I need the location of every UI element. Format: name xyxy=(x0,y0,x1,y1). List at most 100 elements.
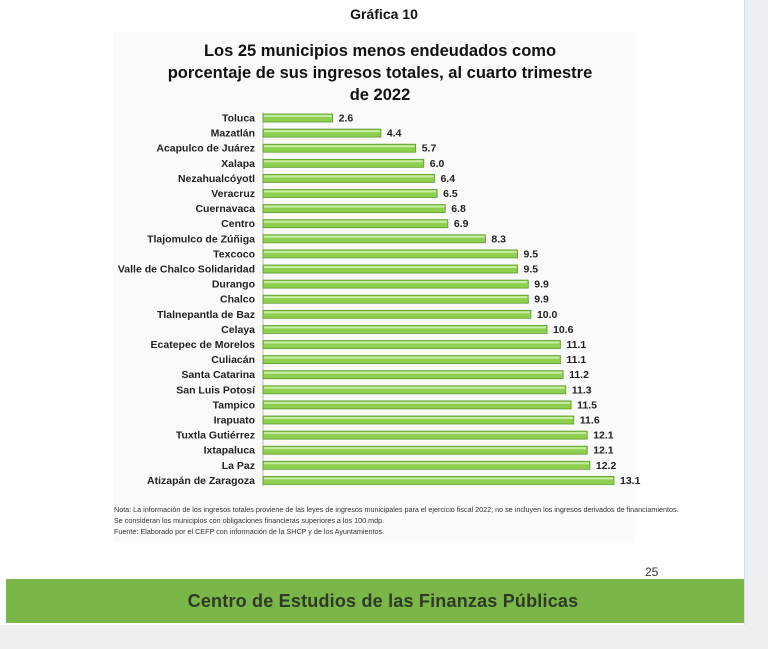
data-label: 12.1 xyxy=(593,430,614,442)
bar-highlight xyxy=(264,266,517,268)
bar xyxy=(262,355,561,365)
bar-highlight xyxy=(264,311,530,314)
bar-highlight xyxy=(264,401,571,404)
bar xyxy=(262,385,567,395)
data-label: 5.7 xyxy=(422,143,437,155)
data-label: 11.5 xyxy=(577,399,597,411)
bar-highlight xyxy=(264,281,528,284)
bar-chart: Toluca 2.6 Mazatlán 4.4 Acapulco de Juárez 5.… xyxy=(118,112,641,487)
source-line: Fuente: Elaborado por el CEFP con inform… xyxy=(114,527,385,536)
bar xyxy=(262,445,588,455)
data-label: 6.5 xyxy=(443,188,458,200)
data-label: 4.4 xyxy=(387,128,402,140)
bar xyxy=(262,158,425,168)
bar xyxy=(262,294,529,304)
category-label: Celaya xyxy=(221,324,255,336)
data-label: 11.1 xyxy=(566,354,586,366)
bar-highlight xyxy=(264,235,485,238)
bar-highlight xyxy=(264,477,613,480)
category-label: Centro xyxy=(221,218,255,230)
bar-highlight xyxy=(264,175,434,178)
chart-title-line-3: de 2022 xyxy=(349,86,411,104)
bar xyxy=(262,234,486,244)
category-label: Acapulco de Juárez xyxy=(156,143,255,155)
note-line: Nota: La información de los ingresos tot… xyxy=(114,505,679,514)
category-label: Durango xyxy=(212,279,255,291)
bar xyxy=(262,415,575,425)
bar-highlight xyxy=(264,326,547,329)
bar-highlight xyxy=(264,145,415,148)
data-label: 11.6 xyxy=(580,415,600,427)
data-label: 6.4 xyxy=(440,173,455,185)
bar xyxy=(262,143,417,153)
data-label: 10.6 xyxy=(553,324,574,336)
data-label: 6.0 xyxy=(430,158,445,170)
category-label: Irapuato xyxy=(214,415,255,427)
bar xyxy=(262,279,529,289)
category-label: Tuxtla Gutiérrez xyxy=(176,430,255,442)
category-label: Texcoco xyxy=(213,248,255,260)
footer-band: Centro de Estudios de las Finanzas Públi… xyxy=(6,579,760,623)
data-label: 12.1 xyxy=(593,445,614,457)
bar-highlight xyxy=(264,417,573,419)
category-label: Chalco xyxy=(220,294,255,306)
bar-highlight xyxy=(264,160,423,163)
bar-highlight xyxy=(264,220,447,223)
bar-highlight xyxy=(264,447,587,450)
data-label: 9.5 xyxy=(524,264,539,276)
bar-highlight xyxy=(264,356,560,359)
bar-highlight xyxy=(264,386,565,389)
bar xyxy=(262,475,615,485)
data-label: 9.9 xyxy=(534,279,549,291)
bar xyxy=(262,219,449,229)
chart-title-line-2: porcentaje de sus ingresos totales, al c… xyxy=(167,64,593,82)
category-label: La Paz xyxy=(222,460,255,472)
bar-highlight xyxy=(264,432,587,435)
category-label: Tlalnepantla de Baz xyxy=(157,309,255,321)
bar xyxy=(262,370,564,380)
bar xyxy=(262,113,334,123)
category-label: Santa Catarina xyxy=(181,369,255,381)
figure-label: Gráfica 10 xyxy=(350,6,418,22)
category-label: Atizapán de Zaragoza xyxy=(147,475,255,487)
bar-highlight xyxy=(264,296,528,299)
data-label: 11.3 xyxy=(572,384,592,396)
bar xyxy=(262,128,382,138)
bar xyxy=(262,249,518,259)
bar xyxy=(262,173,435,183)
data-label: 10.0 xyxy=(537,309,558,321)
bar xyxy=(262,264,518,274)
data-label: 9.5 xyxy=(524,248,539,260)
category-label: San Luis Potosí xyxy=(176,384,256,396)
data-label: 11.1 xyxy=(566,339,586,351)
bar-highlight xyxy=(264,190,437,193)
data-label: 9.9 xyxy=(534,294,549,306)
bar xyxy=(262,400,572,410)
category-label: Culiacán xyxy=(211,354,255,366)
data-label: 6.8 xyxy=(451,203,466,215)
bar-highlight xyxy=(264,115,332,117)
note-line: Se consideran los municipios con obligac… xyxy=(114,516,385,525)
bar-highlight xyxy=(264,250,517,253)
category-label: Mazatlán xyxy=(211,128,255,140)
bar-highlight xyxy=(264,462,589,465)
data-label: 8.3 xyxy=(491,233,506,245)
bar xyxy=(262,189,438,198)
category-label: Cuernavaca xyxy=(195,203,255,215)
bar xyxy=(262,309,532,319)
category-label: Ecatepec de Morelos xyxy=(151,339,256,351)
bar-highlight xyxy=(264,341,560,344)
category-label: Toluca xyxy=(222,113,255,125)
bar xyxy=(262,204,446,214)
data-label: 11.2 xyxy=(569,369,589,381)
data-label: 6.9 xyxy=(454,218,469,230)
data-label: 13.1 xyxy=(620,475,641,487)
chart-notes: Nota: La información de los ingresos tot… xyxy=(114,504,679,537)
viewer-edge-bottom xyxy=(0,625,768,649)
bar-highlight xyxy=(264,371,563,374)
page-number: 25 xyxy=(645,565,659,579)
bar xyxy=(262,340,561,349)
category-label: Nezahualcóyotl xyxy=(178,173,255,185)
category-label: Valle de Chalco Solidaridad xyxy=(118,264,255,276)
